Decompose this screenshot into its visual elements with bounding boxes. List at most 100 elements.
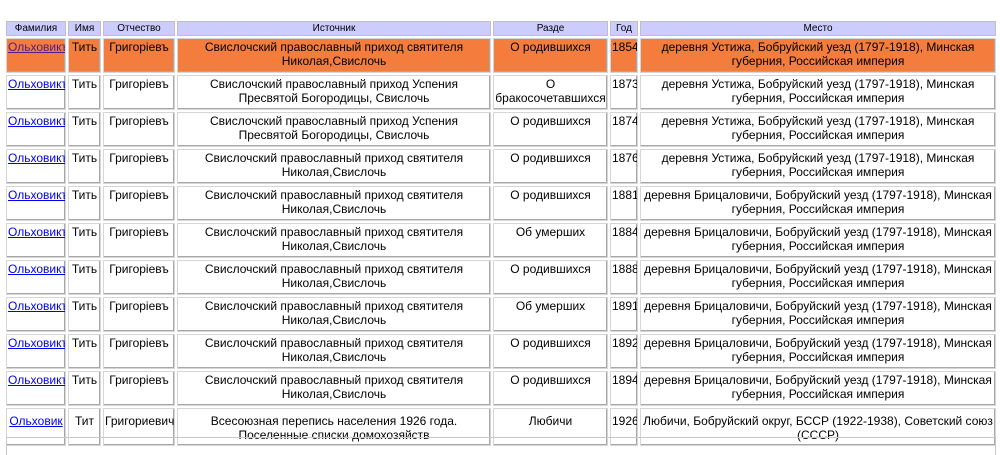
cell-source: Свислочский православный приход святител… bbox=[177, 334, 491, 369]
cell-year: 1891 bbox=[610, 297, 638, 332]
cell-place: деревня Устижа, Бобруйский уезд (1797-19… bbox=[640, 112, 996, 147]
surname-link[interactable]: Ольховикъ bbox=[8, 336, 66, 350]
empty-panel bbox=[6, 437, 996, 455]
cell-place: деревня Брицаловичи, Бобруйский уезд (17… bbox=[640, 334, 996, 369]
cell-place: деревня Брицаловичи, Бобруйский уезд (17… bbox=[640, 223, 996, 258]
cell-surname: Ольховикъ bbox=[6, 38, 66, 73]
cell-year: 1874 bbox=[610, 112, 638, 147]
table-row: Ольховикъ Тить Григорiевъ Свислочский право… bbox=[6, 75, 996, 110]
column-header-source: Источник bbox=[177, 21, 491, 36]
surname-link[interactable]: Ольховикъ bbox=[8, 373, 66, 387]
cell-name: Тить bbox=[68, 112, 101, 147]
cell-surname: Ольховикъ bbox=[6, 297, 66, 332]
cell-name: Тить bbox=[68, 38, 101, 73]
cell-surname: Ольховикъ bbox=[6, 260, 66, 295]
cell-name: Тить bbox=[68, 371, 101, 406]
cell-name: Тить bbox=[68, 223, 101, 258]
cell-source: Свислочский православный приход святител… bbox=[177, 186, 491, 221]
cell-year: 1888 bbox=[610, 260, 638, 295]
cell-section: О бракосочетавшихся bbox=[493, 75, 608, 110]
table-row: Ольховикъ Тить Григорiевъ Свислочский право… bbox=[6, 149, 996, 184]
cell-source: Свислочский православный приход святител… bbox=[177, 223, 491, 258]
cell-year: 1894 bbox=[610, 371, 638, 406]
cell-place: деревня Устижа, Бобруйский уезд (1797-19… bbox=[640, 75, 996, 110]
cell-name: Тить bbox=[68, 297, 101, 332]
cell-source: Свислочский православный приход святител… bbox=[177, 38, 491, 73]
cell-patronymic: Григорiевъ bbox=[103, 149, 175, 184]
cell-surname: Ольховикъ bbox=[6, 186, 66, 221]
cell-source: Свислочский православный приход Успения … bbox=[177, 112, 491, 147]
cell-surname: Ольховик bbox=[6, 408, 66, 446]
table-row: Ольховикъ Тить Григорiевъ Свислочский право… bbox=[6, 371, 996, 406]
column-header-surname: Фамилия bbox=[6, 21, 66, 36]
cell-patronymic: Григорiевъ bbox=[103, 371, 175, 406]
surname-link[interactable]: Ольховикъ bbox=[8, 77, 66, 91]
cell-name: Тить bbox=[68, 186, 101, 221]
cell-surname: Ольховикъ bbox=[6, 334, 66, 369]
column-header-name: Имя bbox=[68, 21, 101, 36]
cell-year: 1854 bbox=[610, 38, 638, 73]
cell-source: Свислочский православный приход Успения … bbox=[177, 75, 491, 110]
cell-source: Свислочский православный приход святител… bbox=[177, 297, 491, 332]
cell-place: деревня Устижа, Бобруйский уезд (1797-19… bbox=[640, 149, 996, 184]
table-row: Ольховик Тит Григориевич Всесоюзная перепис… bbox=[6, 408, 996, 446]
cell-source: Свислочский православный приход святител… bbox=[177, 371, 491, 406]
column-header-section: Разде bbox=[493, 21, 608, 36]
surname-link[interactable]: Ольховикъ bbox=[8, 151, 66, 165]
cell-year: 1876 bbox=[610, 149, 638, 184]
surname-link[interactable]: Ольховикъ bbox=[8, 188, 66, 202]
results-table: Фамилия Имя Отчество Источник Разде Год … bbox=[4, 19, 998, 448]
cell-section: Любичи bbox=[493, 408, 608, 446]
cell-name: Тит bbox=[68, 408, 101, 446]
cell-patronymic: Григориевич bbox=[103, 408, 175, 446]
cell-surname: Ольховикъ bbox=[6, 371, 66, 406]
cell-name: Тить bbox=[68, 260, 101, 295]
table-row: Ольховикъ Тить Григорiевъ Свислочский право… bbox=[6, 38, 996, 73]
cell-place: деревня Брицаловичи, Бобруйский уезд (17… bbox=[640, 371, 996, 406]
cell-section: О родившихся bbox=[493, 260, 608, 295]
cell-patronymic: Григорiевъ bbox=[103, 260, 175, 295]
table-row: Ольховикъ Тить Григорiевъ Свислочский право… bbox=[6, 112, 996, 147]
cell-section: О родившихся bbox=[493, 38, 608, 73]
cell-section: О родившихся bbox=[493, 112, 608, 147]
cell-surname: Ольховикъ bbox=[6, 112, 66, 147]
cell-source: Свислочский православный приход святител… bbox=[177, 149, 491, 184]
cell-section: О родившихся bbox=[493, 371, 608, 406]
cell-place: Любичи, Бобруйский округ, БССР (1922-193… bbox=[640, 408, 996, 446]
surname-link[interactable]: Ольховикъ bbox=[8, 225, 66, 239]
table-header-row: Фамилия Имя Отчество Источник Разде Год … bbox=[6, 21, 996, 36]
cell-place: деревня Брицаловичи, Бобруйский уезд (17… bbox=[640, 297, 996, 332]
table-row: Ольховикъ Тить Григорiевъ Свислочский право… bbox=[6, 334, 996, 369]
cell-patronymic: Григорiевъ bbox=[103, 38, 175, 73]
table-row: Ольховикъ Тить Григорiевъ Свислочский право… bbox=[6, 297, 996, 332]
cell-source: Свислочский православный приход святител… bbox=[177, 260, 491, 295]
cell-patronymic: Григорiевъ bbox=[103, 334, 175, 369]
cell-name: Тить bbox=[68, 334, 101, 369]
surname-link[interactable]: Ольховик bbox=[9, 414, 63, 428]
cell-year: 1884 bbox=[610, 223, 638, 258]
cell-section: Об умерших bbox=[493, 223, 608, 258]
cell-patronymic: Григорiевъ bbox=[103, 75, 175, 110]
cell-surname: Ольховикъ bbox=[6, 223, 66, 258]
cell-surname: Ольховикъ bbox=[6, 75, 66, 110]
table-row: Ольховикъ Тить Григорiевъ Свислочский право… bbox=[6, 223, 996, 258]
column-header-patronymic: Отчество bbox=[103, 21, 175, 36]
cell-place: деревня Брицаловичи, Бобруйский уезд (17… bbox=[640, 260, 996, 295]
table-row: Ольховикъ Тить Григорiевъ Свислочский право… bbox=[6, 260, 996, 295]
cell-section: О родившихся bbox=[493, 186, 608, 221]
cell-section: О родившихся bbox=[493, 149, 608, 184]
surname-link[interactable]: Ольховикъ bbox=[8, 262, 66, 276]
cell-patronymic: Григорiевъ bbox=[103, 223, 175, 258]
cell-name: Тить bbox=[68, 75, 101, 110]
cell-surname: Ольховикъ bbox=[6, 149, 66, 184]
surname-link[interactable]: Ольховикъ bbox=[8, 40, 66, 54]
cell-patronymic: Григорiевъ bbox=[103, 297, 175, 332]
cell-year: 1926 bbox=[610, 408, 638, 446]
cell-patronymic: Григорiевъ bbox=[103, 186, 175, 221]
cell-source: Всесоюзная перепись населения 1926 года.… bbox=[177, 408, 491, 446]
cell-year: 1892 bbox=[610, 334, 638, 369]
table-row: Ольховикъ Тить Григорiевъ Свислочский право… bbox=[6, 186, 996, 221]
surname-link[interactable]: Ольховикъ bbox=[8, 299, 66, 313]
surname-link[interactable]: Ольховикъ bbox=[8, 114, 66, 128]
cell-year: 1873 bbox=[610, 75, 638, 110]
